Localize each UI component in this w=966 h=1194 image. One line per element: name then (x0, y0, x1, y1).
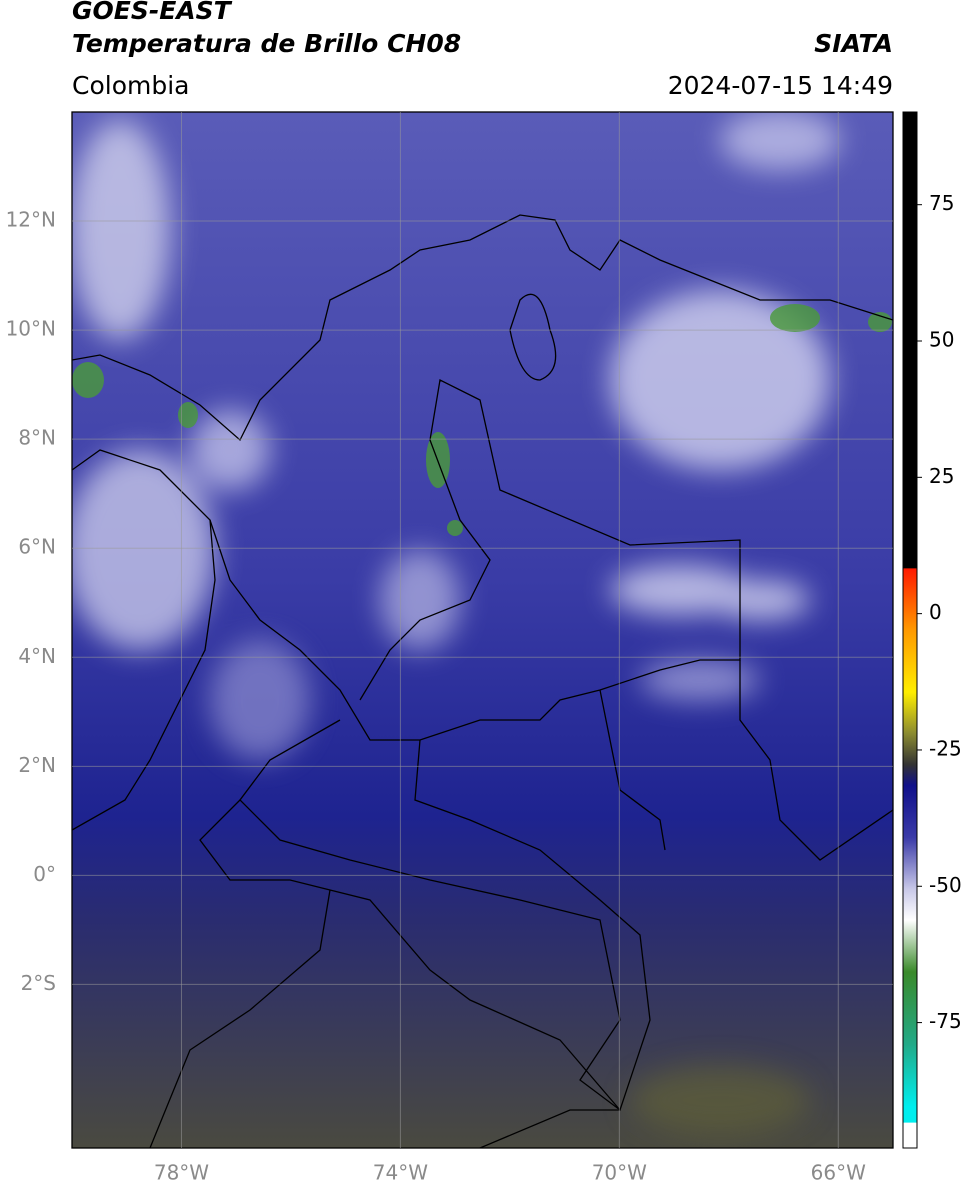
lon-tick-label: 78°W (154, 1161, 209, 1185)
title: GOES-EAST (72, 0, 233, 25)
lat-tick-label: 2°N (18, 753, 56, 777)
colorbar-tick-label: -25 (929, 736, 962, 760)
lon-tick-label: 74°W (373, 1161, 428, 1185)
lat-tick-label: 12°N (6, 208, 56, 232)
lat-tick-label: 8°N (18, 426, 56, 450)
lat-tick-label: 10°N (6, 317, 56, 341)
lat-tick-label: 6°N (18, 535, 56, 559)
lat-tick-label: 0° (33, 862, 56, 886)
lon-tick-label: 70°W (592, 1161, 647, 1185)
colorbar (902, 111, 918, 1149)
title: Temperatura de Brillo CH08 (72, 29, 461, 58)
colorbar-tick-label: 75 (929, 191, 954, 215)
colorbar-tick-label: -75 (929, 1009, 962, 1033)
colorbar-tick-label: 50 (929, 328, 954, 352)
lat-tick-label: 4°N (18, 644, 56, 668)
colorbar-tick-label: 0 (929, 600, 942, 624)
lon-tick-label: 66°W (811, 1161, 866, 1185)
source: SIATA (814, 29, 893, 58)
map-frame (71, 111, 894, 1149)
satellite-image (72, 112, 893, 1148)
colorbar-tick-label: -50 (929, 873, 962, 897)
colorbar-tick-label: 25 (929, 464, 954, 488)
region: Colombia (72, 71, 189, 100)
datetime: 2024-07-15 14:49 (668, 71, 893, 100)
lat-tick-label: 2°S (21, 971, 56, 995)
